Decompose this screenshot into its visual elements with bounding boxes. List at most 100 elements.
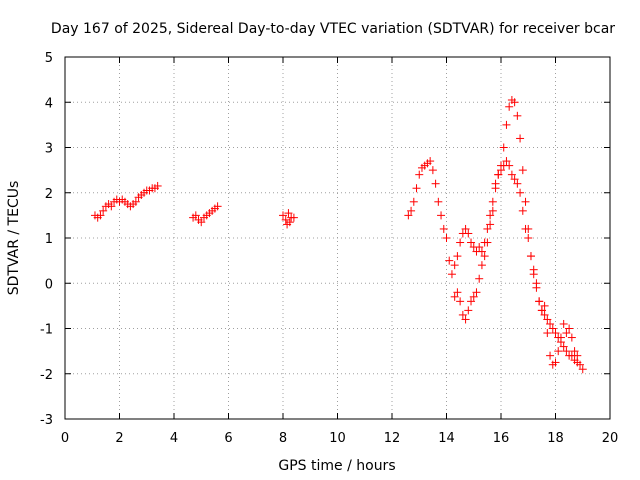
data-point <box>153 181 162 190</box>
data-point <box>567 333 576 342</box>
data-point <box>516 188 525 197</box>
data-point <box>516 134 525 143</box>
data-point <box>450 261 459 270</box>
data-point <box>532 279 541 288</box>
data-point <box>540 301 549 310</box>
data-point <box>284 209 293 218</box>
data-point <box>499 143 508 152</box>
data-point <box>483 238 492 247</box>
data-point <box>573 351 582 360</box>
data-point <box>535 297 544 306</box>
y-tick-label: 2 <box>45 187 53 202</box>
data-point <box>526 252 535 261</box>
x-tick-label: 20 <box>602 431 619 446</box>
x-tick-label: 12 <box>384 431 401 446</box>
data-point <box>510 175 519 184</box>
data-point <box>543 329 552 338</box>
data-point <box>426 157 435 166</box>
data-point <box>562 347 571 356</box>
data-point <box>546 351 555 360</box>
y-tick-label: -1 <box>40 323 53 338</box>
data-point <box>518 166 527 175</box>
data-point <box>279 211 287 220</box>
data-point <box>494 170 503 179</box>
data-point <box>464 229 473 238</box>
data-point <box>450 292 459 301</box>
data-point <box>213 202 222 211</box>
data-point <box>546 319 555 328</box>
data-point <box>437 211 446 220</box>
data-point <box>548 324 557 333</box>
data-point <box>505 102 514 111</box>
data-point <box>507 170 516 179</box>
data-point <box>497 161 505 170</box>
data-point <box>96 211 105 220</box>
data-point <box>486 220 495 229</box>
data-point <box>442 234 451 242</box>
data-point <box>407 206 416 215</box>
data-point <box>486 211 495 220</box>
data-point <box>472 288 481 297</box>
data-point <box>559 319 568 328</box>
series-segment-1 <box>90 181 162 222</box>
data-point <box>540 310 549 319</box>
data-point <box>518 206 527 215</box>
data-point <box>281 215 290 224</box>
data-point <box>428 166 437 175</box>
x-tick-label: 18 <box>547 431 564 446</box>
data-point <box>439 224 448 233</box>
series-segment-5 <box>450 95 582 369</box>
data-point <box>445 256 454 265</box>
x-tick-label: 16 <box>493 431 510 446</box>
data-point <box>570 347 579 356</box>
data-point <box>510 98 519 107</box>
y-tick-label: 1 <box>45 232 53 247</box>
data-point <box>477 261 486 270</box>
data-point <box>431 179 440 188</box>
data-point <box>131 197 140 206</box>
data-point <box>491 179 500 188</box>
y-axis-label: SDTVAR / TECUs <box>6 181 22 296</box>
y-tick-label: -2 <box>40 368 53 383</box>
data-point <box>556 333 565 342</box>
data-point <box>285 218 294 227</box>
data-point <box>524 234 533 242</box>
data-point <box>404 211 413 220</box>
data-point <box>467 297 476 306</box>
series-segment-3 <box>279 209 298 229</box>
data-point <box>453 288 462 297</box>
data-point <box>412 184 421 193</box>
data-point <box>456 297 465 306</box>
data-point <box>456 238 465 247</box>
data-point <box>458 310 467 319</box>
y-tick-label: -3 <box>40 413 53 428</box>
data-point <box>502 120 511 129</box>
series-segment-2 <box>189 202 222 227</box>
data-point <box>99 206 108 215</box>
data-point <box>191 211 200 220</box>
data-point <box>513 111 522 120</box>
data-point <box>197 218 206 227</box>
data-points <box>90 95 587 374</box>
series-segment-4 <box>404 157 587 374</box>
data-point <box>505 161 514 170</box>
data-point <box>453 252 462 261</box>
data-point <box>289 213 298 222</box>
data-point <box>447 270 456 279</box>
data-point <box>480 252 489 261</box>
data-point <box>415 170 424 179</box>
x-axis-label: GPS time / hours <box>278 458 395 474</box>
data-point <box>559 342 568 351</box>
y-tick-label: 4 <box>45 96 53 111</box>
data-point <box>488 206 497 215</box>
data-point <box>107 202 116 211</box>
chart-title: Day 167 of 2025, Sidereal Day-to-day VTE… <box>51 21 615 37</box>
data-point <box>434 197 443 206</box>
data-point <box>551 358 560 367</box>
data-point <box>483 224 492 233</box>
data-point <box>562 329 571 338</box>
data-point <box>475 274 484 283</box>
x-tick-label: 8 <box>279 431 287 446</box>
